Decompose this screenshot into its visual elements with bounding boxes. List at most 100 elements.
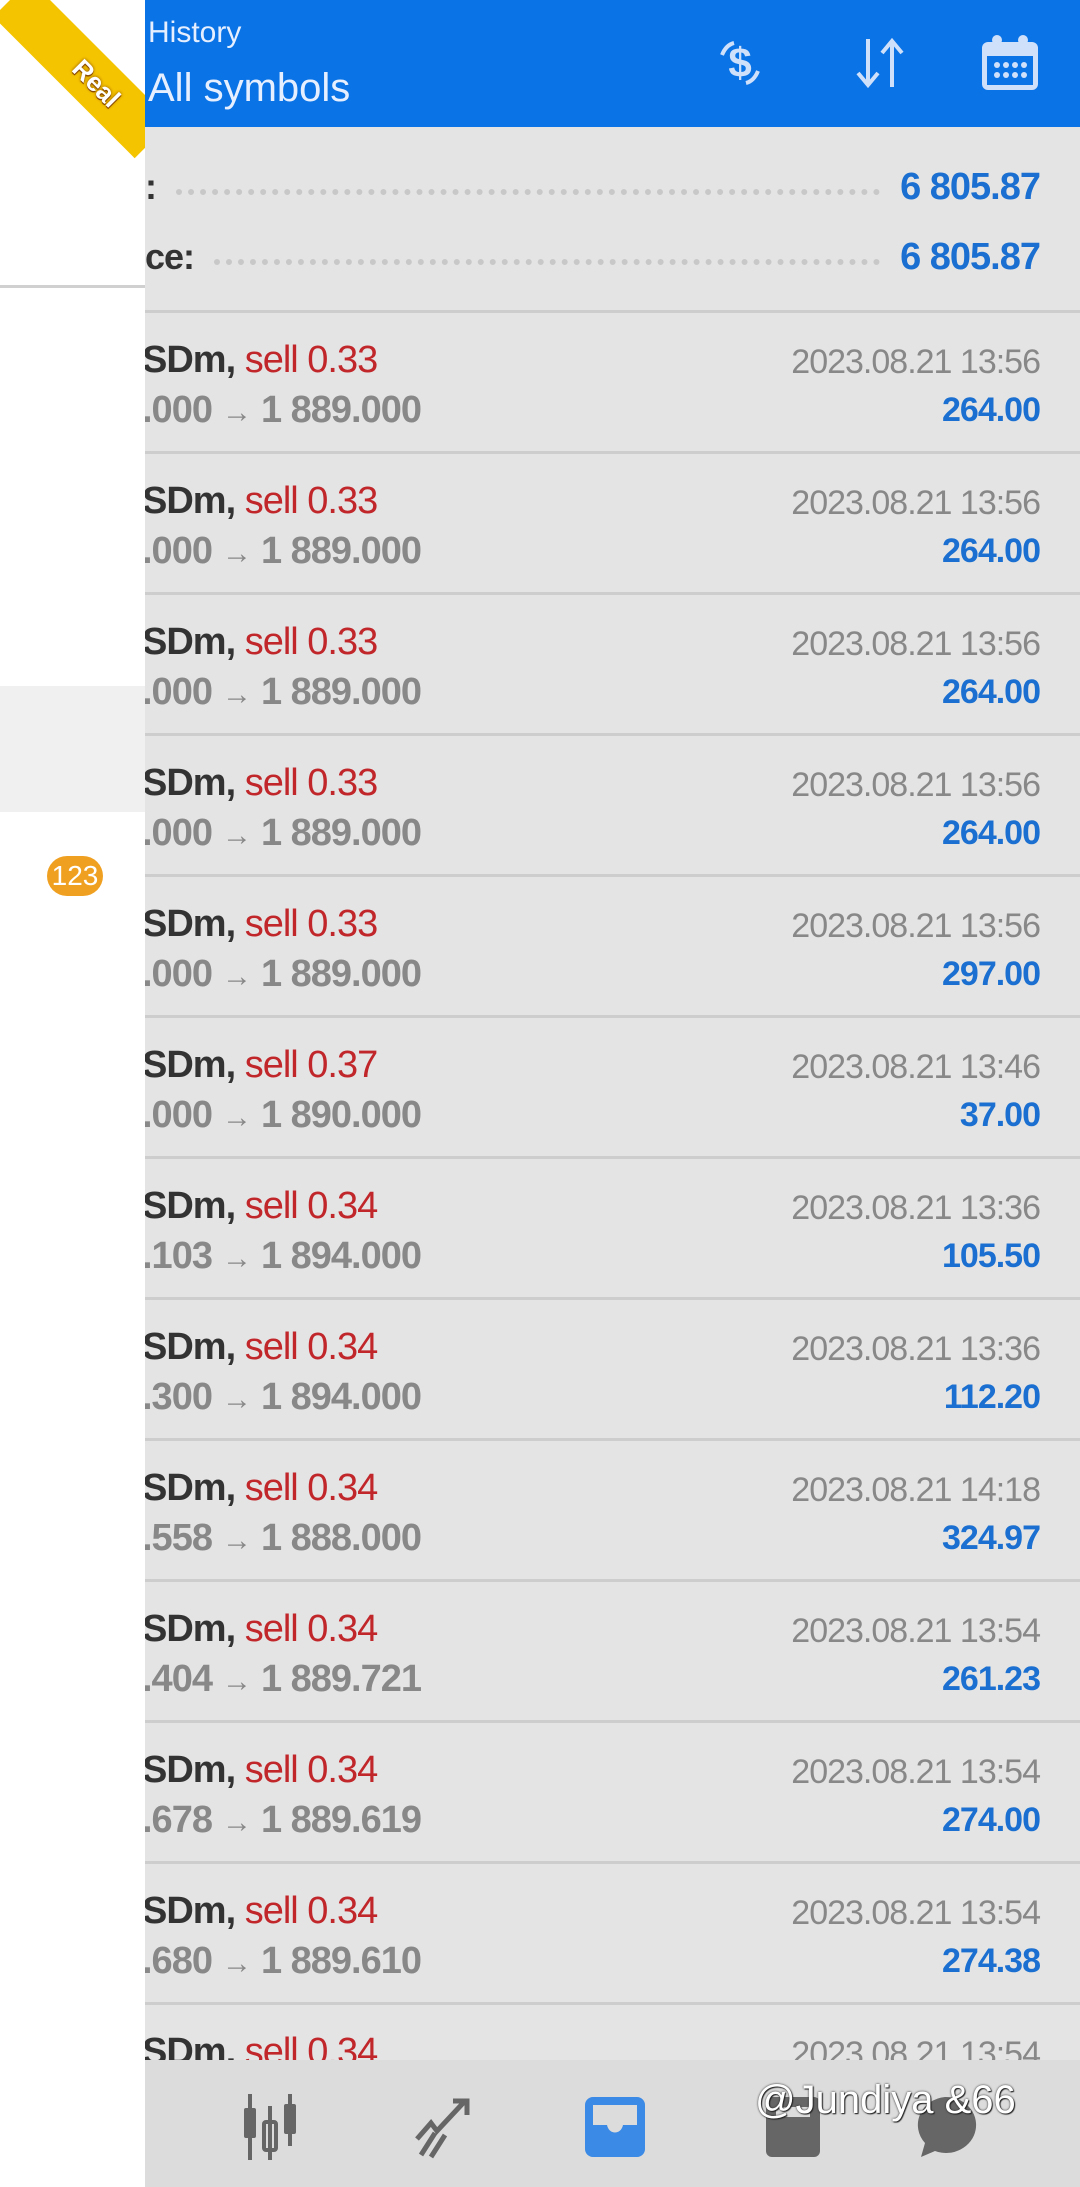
deal-side: sell 0.34 xyxy=(244,1326,379,1368)
open-price: .000 xyxy=(142,671,213,713)
deal-prices: .558 → 1 888.000 xyxy=(142,1517,422,1560)
open-price: .558 xyxy=(142,1517,213,1559)
deal-profit: 105.50 xyxy=(942,1237,1041,1275)
deal-symbol: SDm, xyxy=(142,1608,236,1650)
deal-row[interactable]: SDm, sell 0.33 .000 → 1 889.000 2023.08.21… xyxy=(142,454,1080,595)
deal-symbol: SDm, xyxy=(142,1890,236,1932)
deal-side: sell 0.34 xyxy=(244,1890,379,1932)
deal-time: 2023.08.21 13:36 xyxy=(791,1189,1041,1227)
deal-symbol: SDm, xyxy=(142,621,236,663)
news-icon[interactable] xyxy=(755,2092,825,2162)
deal-profit: 274.38 xyxy=(942,1942,1041,1980)
deal-row[interactable]: SDm, sell 0.34 .680 → 1 889.610 2023.08.21… xyxy=(142,1864,1080,2005)
deal-side: sell 0.33 xyxy=(244,339,379,381)
arrow: → xyxy=(221,396,252,429)
real-account-ribbon: Real xyxy=(0,0,145,159)
open-price: .000 xyxy=(142,389,213,431)
drawer-divider xyxy=(0,285,145,288)
deal-row[interactable]: SDm, sell 0.34 .300 → 1 894.000 2023.08.21… xyxy=(142,1300,1080,1441)
deal-prices: .103 → 1 894.000 xyxy=(142,1235,422,1278)
deal-symbol: SDm, xyxy=(142,339,236,381)
deal-row[interactable]: SDm, sell 0.33 .000 → 1 889.000 2023.08.21… xyxy=(142,313,1080,454)
history-icon[interactable] xyxy=(580,2092,650,2162)
close-price: 1 889.000 xyxy=(260,671,422,713)
summary-row: ce: 6 805.87 xyxy=(145,232,1041,282)
deal-row[interactable]: SDm, sell 0.37 .000 → 1 890.000 2023.08.21… xyxy=(142,1018,1080,1159)
deal-prices: .404 → 1 889.721 xyxy=(142,1658,422,1701)
deal-profit: 264.00 xyxy=(942,391,1041,429)
deal-symbol: SDm, xyxy=(142,1326,236,1368)
chat-icon[interactable] xyxy=(910,2092,980,2162)
open-price: .000 xyxy=(142,812,213,854)
deal-symbol-side: SDm, sell 0.37 xyxy=(142,1044,378,1087)
open-price: .103 xyxy=(142,1235,213,1277)
open-price: .000 xyxy=(142,953,213,995)
close-price: 1 889.000 xyxy=(260,530,422,572)
open-price: .000 xyxy=(142,530,213,572)
close-price: 1 889.721 xyxy=(260,1658,422,1700)
open-price: .300 xyxy=(142,1376,213,1418)
deal-row[interactable]: SDm, sell 0.34 .103 → 1 894.000 2023.08.21… xyxy=(142,1159,1080,1300)
close-price: 1 889.000 xyxy=(260,812,422,854)
deal-time: 2023.08.21 13:56 xyxy=(791,766,1041,804)
deal-symbol-side: SDm, sell 0.34 xyxy=(142,1749,379,1792)
symbol-filter[interactable]: All symbols xyxy=(148,66,351,110)
deal-symbol-side: SDm, sell 0.33 xyxy=(142,762,379,805)
deal-symbol-side: SDm, sell 0.34 xyxy=(142,1326,379,1369)
deal-symbol-side: SDm, sell 0.33 xyxy=(142,903,378,946)
arrow: → xyxy=(221,960,252,993)
quotes-icon[interactable] xyxy=(235,2092,305,2162)
deal-symbol-side: SDm, sell 0.34 xyxy=(142,1890,379,1933)
svg-text:$: $ xyxy=(728,39,751,86)
deal-row[interactable]: SDm, sell 0.34 .558 → 1 888.000 2023.08.21… xyxy=(142,1441,1080,1582)
deal-row[interactable]: SDm, sell 0.34 .404 → 1 889.721 2023.08.21… xyxy=(142,1582,1080,1723)
arrow: → xyxy=(221,1101,252,1134)
deal-symbol-side: SDm, sell 0.33 xyxy=(142,621,379,664)
deal-profit: 274.00 xyxy=(942,1801,1041,1839)
deal-time: 2023.08.21 13:56 xyxy=(791,907,1041,945)
sort-icon[interactable] xyxy=(845,28,915,98)
drawer-item-selected[interactable] xyxy=(0,686,145,812)
chart-icon[interactable] xyxy=(410,2092,480,2162)
deal-profit: 37.00 xyxy=(959,1096,1041,1134)
close-price: 1 890.000 xyxy=(260,1094,422,1136)
deal-symbol: SDm, xyxy=(142,1749,236,1791)
deal-side: sell 0.34 xyxy=(244,1185,379,1227)
side-drawer: Real 123 xyxy=(0,0,145,2187)
deal-symbol-side: SDm, sell 0.33 xyxy=(142,480,379,523)
calendar-icon[interactable] xyxy=(975,28,1045,98)
arrow: → xyxy=(221,1242,252,1275)
deal-time: 2023.08.21 13:36 xyxy=(791,1330,1041,1368)
deal-symbol: SDm, xyxy=(142,1185,236,1227)
arrow: → xyxy=(221,1383,252,1416)
deal-side: sell 0.34 xyxy=(244,1467,379,1509)
app-header: History All symbols $ xyxy=(145,0,1080,127)
deal-time: 2023.08.21 13:46 xyxy=(791,1048,1041,1086)
arrow: → xyxy=(221,1665,252,1698)
arrow: → xyxy=(221,819,252,852)
deal-side: sell 0.33 xyxy=(244,762,379,804)
real-label: Real xyxy=(66,52,127,113)
deal-prices: .000 → 1 890.000 xyxy=(142,1094,422,1137)
deal-side: sell 0.34 xyxy=(244,1749,379,1791)
deal-side: sell 0.33 xyxy=(244,480,379,522)
deal-row[interactable]: SDm, sell 0.33 .000 → 1 889.000 2023.08.21… xyxy=(142,736,1080,877)
watermark: @Jundiya &66 xyxy=(755,2078,1016,2122)
deal-prices: .680 → 1 889.610 xyxy=(142,1940,422,1983)
deal-symbol-side: SDm, sell 0.34 xyxy=(142,1467,379,1510)
summary-section: : 6 805.87 ce: 6 805.87 xyxy=(145,127,1080,313)
open-price: .404 xyxy=(142,1658,213,1700)
deal-side: sell 0.33 xyxy=(244,621,379,663)
arrow: → xyxy=(221,1806,252,1839)
deal-prices: .000 → 1 889.000 xyxy=(142,530,422,573)
dot-leader xyxy=(176,189,881,195)
deal-time: 2023.08.21 14:18 xyxy=(791,1471,1041,1509)
deal-row[interactable]: SDm, sell 0.34 .678 → 1 889.619 2023.08.21… xyxy=(142,1723,1080,1864)
close-price: 1 894.000 xyxy=(260,1376,422,1418)
deal-side: sell 0.34 xyxy=(244,1608,379,1650)
currency-exchange-icon[interactable]: $ xyxy=(705,28,775,98)
deal-profit: 297.00 xyxy=(942,955,1041,993)
deal-row[interactable]: SDm, sell 0.33 .000 → 1 889.000 2023.08.21… xyxy=(142,595,1080,736)
deal-row[interactable]: SDm, sell 0.33 .000 → 1 889.000 2023.08.21… xyxy=(142,877,1080,1018)
notification-badge: 123 xyxy=(47,856,103,896)
